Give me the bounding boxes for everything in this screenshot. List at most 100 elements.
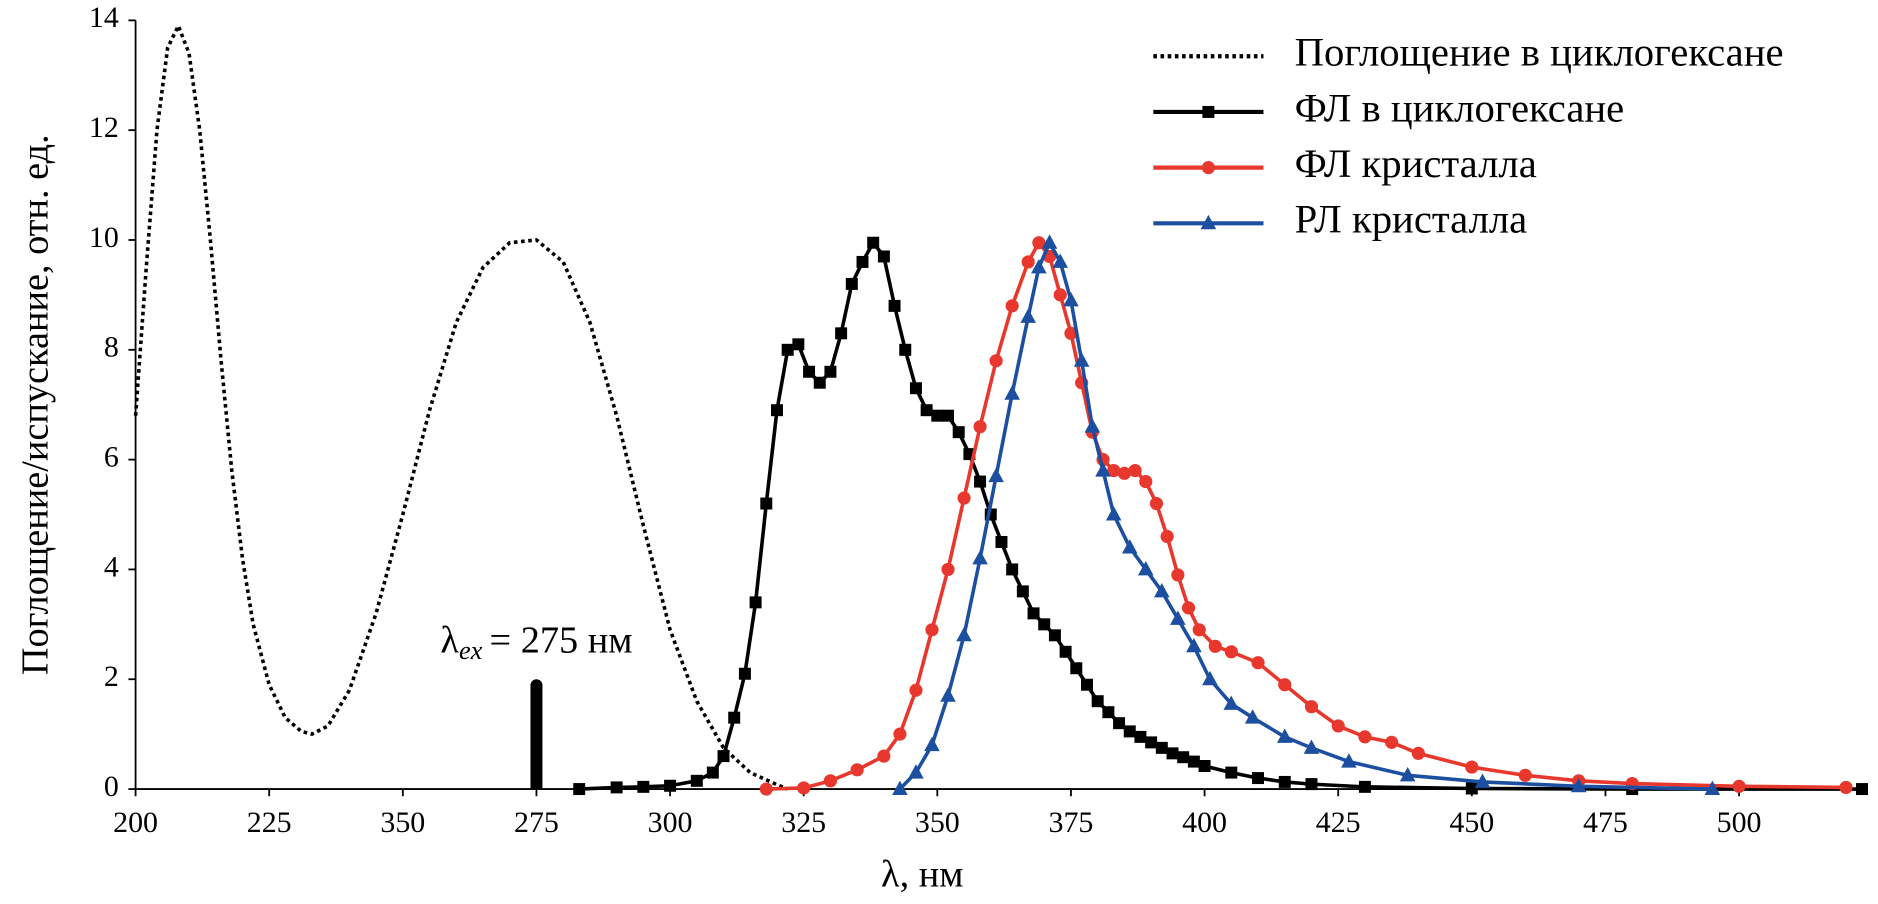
circle-marker: [1201, 161, 1215, 175]
square-marker: [835, 327, 848, 340]
square-marker: [867, 236, 880, 249]
circle-marker: [957, 491, 971, 505]
square-marker: [664, 779, 677, 792]
square-marker: [573, 783, 586, 796]
x-tick-label: 300: [648, 806, 693, 839]
circle-marker: [1064, 326, 1078, 340]
x-tick-label: 350: [380, 806, 425, 839]
circle-marker: [1358, 730, 1372, 744]
square-marker: [738, 667, 751, 680]
triangle-marker: [1004, 385, 1020, 400]
y-axis-label: Поглощение/испускание, отн. ед.: [14, 134, 56, 675]
square-marker: [931, 409, 944, 422]
square-marker: [995, 535, 1008, 548]
triangle-marker: [1303, 739, 1320, 754]
square-marker: [803, 365, 816, 378]
y-tick-label: 12: [89, 111, 119, 144]
circle-marker: [1192, 623, 1206, 637]
triangle-marker: [1223, 695, 1240, 710]
square-marker: [1038, 618, 1051, 631]
x-tick-label: 275: [514, 806, 559, 839]
y-tick-label: 8: [104, 331, 119, 364]
triangle-marker: [1170, 610, 1186, 625]
triangle-marker: [1095, 462, 1111, 477]
triangle-marker: [1121, 539, 1138, 554]
y-tick-label: 14: [89, 1, 119, 34]
triangle-marker: [1341, 753, 1357, 768]
circle-marker: [1518, 768, 1532, 782]
circle-marker: [1181, 601, 1196, 615]
square-marker: [749, 596, 762, 609]
triangle-marker: [1063, 291, 1079, 307]
square-marker: [781, 343, 794, 356]
triangle-marker: [1570, 777, 1587, 793]
triangle-marker: [1031, 259, 1047, 274]
square-marker: [899, 343, 912, 356]
series-line: [133, 21, 789, 791]
triangle-marker: [1399, 766, 1416, 782]
x-tick-label: 500: [1717, 806, 1762, 839]
square-marker: [1070, 662, 1083, 675]
square-marker: [1252, 772, 1265, 785]
circle-marker: [893, 727, 907, 741]
excitation-text: = 275 нм: [490, 619, 633, 661]
triangle-marker: [1073, 352, 1090, 367]
x-tick-label: 200: [113, 806, 158, 839]
legend-label: Поглощение в циклогексане: [1295, 30, 1784, 75]
circle-marker: [1411, 746, 1425, 760]
square-marker: [1113, 717, 1126, 730]
square-marker: [909, 382, 922, 395]
square-marker: [1091, 695, 1104, 708]
square-marker: [824, 365, 837, 378]
square-marker: [1202, 105, 1215, 118]
x-tick-label: 225: [247, 806, 292, 839]
square-marker: [690, 774, 703, 787]
legend-label: ФЛ кристалла: [1295, 141, 1537, 186]
triangle-marker: [1052, 253, 1069, 268]
square-marker: [1102, 706, 1115, 719]
excitation-subscript: ex: [459, 636, 483, 665]
square-marker: [1177, 751, 1190, 764]
circle-marker: [1465, 760, 1479, 774]
y-tick-label: 0: [104, 770, 119, 803]
circle-marker: [1331, 719, 1345, 733]
square-marker: [1465, 782, 1478, 795]
square-marker: [1187, 755, 1200, 768]
square-marker: [856, 255, 869, 268]
square-marker: [637, 780, 650, 793]
circle-marker: [1304, 700, 1319, 714]
circle-marker: [1839, 780, 1853, 794]
circle-marker: [973, 420, 987, 434]
x-tick-label: 425: [1316, 806, 1361, 839]
circle-marker: [1171, 568, 1185, 582]
legend-label: ФЛ в циклогексане: [1295, 85, 1625, 130]
circle-marker: [1128, 464, 1142, 478]
circle-marker: [759, 782, 773, 796]
circle-marker: [1005, 299, 1019, 313]
circle-marker: [1160, 529, 1174, 544]
square-marker: [1027, 607, 1040, 620]
circle-marker: [909, 683, 923, 697]
circle-marker: [925, 623, 939, 637]
circle-marker: [1032, 236, 1046, 250]
circle-marker: [1149, 496, 1164, 511]
x-tick-label: 375: [1049, 806, 1094, 839]
circle-marker: [1385, 735, 1399, 749]
circle-marker: [1251, 656, 1265, 670]
triangle-marker: [1244, 709, 1261, 724]
circle-marker: [941, 562, 955, 577]
square-marker: [1123, 725, 1136, 738]
square-marker: [1134, 730, 1147, 743]
square-marker: [942, 409, 955, 422]
square-marker: [1198, 760, 1211, 772]
square-marker: [770, 404, 783, 417]
circle-marker: [797, 781, 811, 795]
y-tick-label: 4: [104, 550, 119, 583]
square-marker: [963, 448, 976, 461]
square-marker: [1358, 780, 1371, 793]
x-tick-label: 475: [1583, 806, 1628, 839]
triangle-marker: [1041, 234, 1058, 249]
square-marker: [877, 250, 890, 263]
square-marker: [1048, 629, 1061, 642]
